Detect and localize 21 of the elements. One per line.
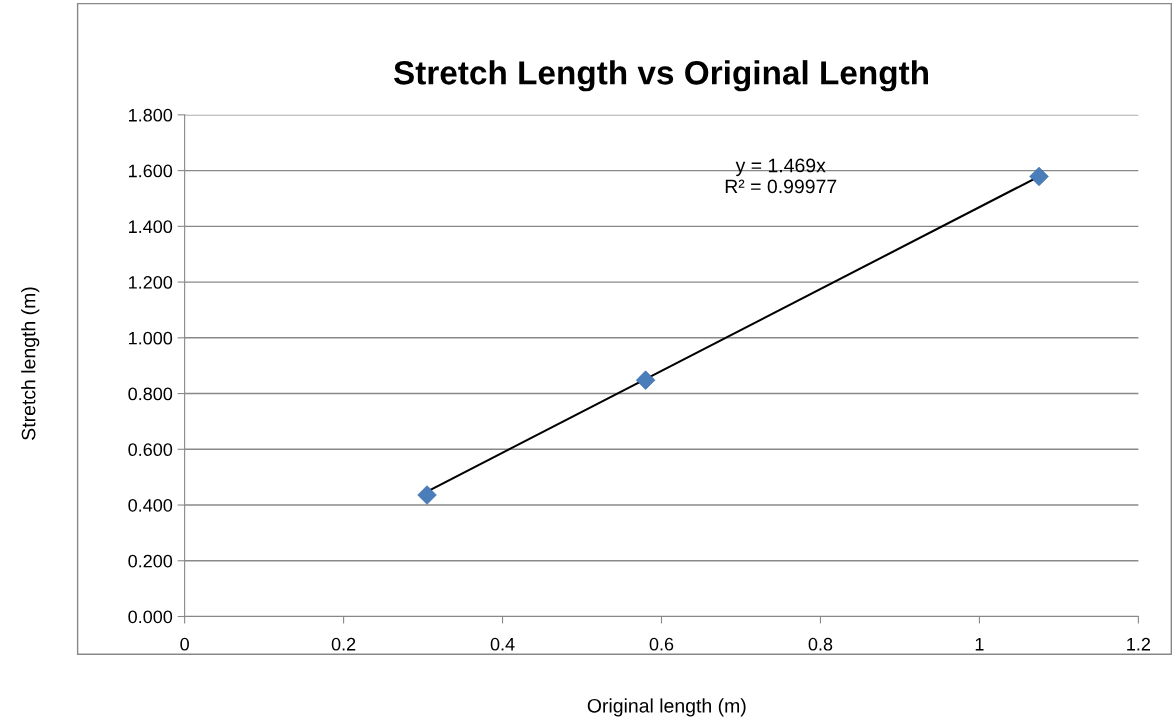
chart-title: Stretch Length vs Original Length bbox=[393, 60, 928, 92]
y-axis-title: Stretch length (m) bbox=[21, 287, 40, 440]
x-tick-label: 0.2 bbox=[331, 637, 356, 651]
x-axis-title: Original length (m) bbox=[587, 698, 746, 717]
x-tick-label: 1.2 bbox=[1127, 637, 1151, 651]
y-tick-label: 1.400 bbox=[129, 220, 173, 234]
x-tick-label: 1 bbox=[975, 637, 984, 651]
y-tick-label: 1.000 bbox=[129, 331, 173, 345]
y-tick-label: 0.600 bbox=[128, 443, 173, 457]
y-tick-label: 1.800 bbox=[129, 108, 173, 122]
x-tick-label: 0.4 bbox=[490, 637, 515, 651]
y-tick-label: 1.600 bbox=[129, 164, 173, 178]
x-tick-label: 0 bbox=[180, 637, 189, 651]
y-tick-label: 0.000 bbox=[128, 610, 173, 624]
y-tick-label: 0.200 bbox=[128, 554, 173, 568]
y-tick-label: 0.800 bbox=[128, 387, 173, 401]
y-tick-label: 0.400 bbox=[128, 498, 173, 512]
y-tick-label: 1.200 bbox=[129, 276, 173, 289]
x-tick-label: 0.8 bbox=[808, 637, 833, 651]
annotation: y = 1.469x R² = 0.99977 bbox=[725, 158, 837, 194]
x-tick-label: 0.6 bbox=[649, 637, 674, 651]
